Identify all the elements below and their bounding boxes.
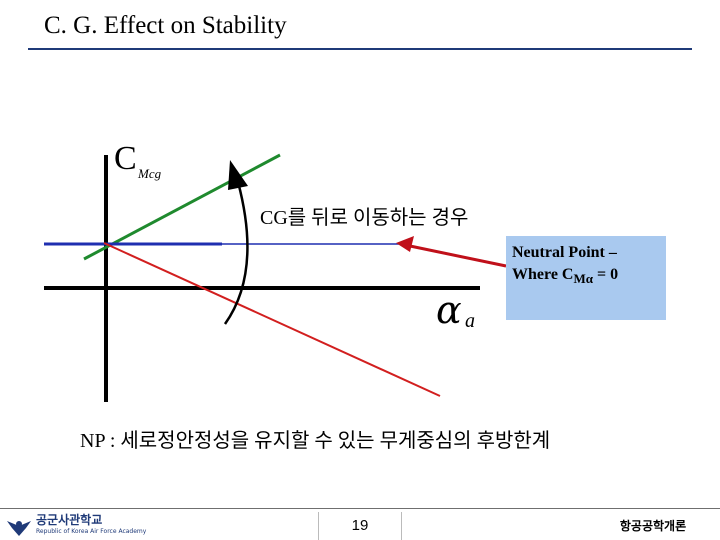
rotation-arrow-curve <box>223 181 249 325</box>
cm-axis-label: C <box>114 140 137 177</box>
neutral-point-line1: Neutral Point – <box>512 244 617 261</box>
eagle-emblem-icon <box>7 520 31 536</box>
neutral-point-suffix: = 0 <box>593 266 619 283</box>
school-subtitle: Republic of Korea Air Force Academy <box>36 527 147 535</box>
neutral-point-line2: Where CMα = 0 <box>512 264 660 286</box>
course-name: 항공공학개론 <box>619 519 687 533</box>
school-logo: 공군사관학교 Republic of Korea Air Force Acade… <box>6 512 171 539</box>
school-name-text: 공군사관학교 <box>36 512 103 527</box>
rotation-arrowhead <box>228 160 248 190</box>
cg-move-label: CG를 뒤로 이동하는 경우 <box>260 207 469 229</box>
footer-divider <box>0 508 720 509</box>
np-pointer-arrow <box>409 244 507 268</box>
cm-axis-subscript: Mcg <box>138 166 162 181</box>
alpha-axis-subscript: a <box>465 310 475 332</box>
slide-title: C. G. Effect on Stability <box>44 12 287 39</box>
title-divider <box>28 48 692 50</box>
np-definition-text: NP : 세로정안정성을 유지할 수 있는 무게중심의 후방한계 <box>80 430 551 452</box>
page-number: 19 <box>318 512 402 540</box>
np-pointer-arrowhead <box>396 236 414 252</box>
alpha-axis-label: α <box>436 288 462 332</box>
neutral-point-callout: Neutral Point – Where CMα = 0 <box>506 236 666 320</box>
neutral-point-subscript: Mα <box>573 271 593 286</box>
red-cm-line <box>103 242 441 397</box>
school-name: 공군사관학교 Republic of Korea Air Force Acade… <box>36 514 146 538</box>
green-cm-line <box>83 153 281 261</box>
neutral-point-prefix: Where C <box>512 266 574 283</box>
